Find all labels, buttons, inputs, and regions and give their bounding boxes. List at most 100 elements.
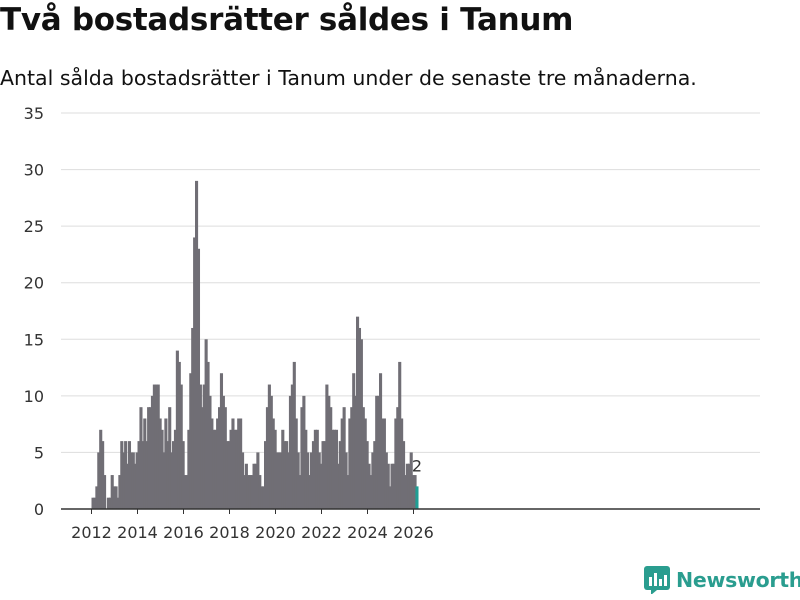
bar-16 — [122, 452, 126, 509]
bar-166 — [409, 452, 413, 509]
bar-131 — [342, 407, 346, 509]
bar-32 — [152, 384, 156, 509]
bar-123 — [327, 395, 331, 509]
bar-44 — [175, 350, 179, 509]
bar-137 — [354, 395, 358, 509]
bar-8 — [106, 497, 110, 509]
bar-9 — [108, 497, 112, 509]
bar-77 — [239, 418, 243, 509]
bar-53 — [193, 237, 197, 509]
bar-66 — [218, 407, 222, 509]
bar-124 — [329, 407, 333, 509]
bar-28 — [145, 441, 149, 509]
bar-109 — [300, 407, 304, 509]
bar-11 — [112, 486, 116, 509]
bar-84 — [252, 463, 256, 509]
bar-68 — [221, 395, 225, 509]
bar-80 — [244, 463, 248, 509]
bar-122 — [325, 384, 329, 509]
bar-5 — [101, 441, 105, 509]
bar-21 — [131, 452, 135, 509]
bar-65 — [216, 418, 220, 509]
bar-71 — [227, 441, 231, 509]
bar-79 — [242, 475, 247, 509]
bar-48 — [183, 475, 187, 509]
bar-46 — [179, 384, 183, 509]
bar-89 — [262, 486, 266, 509]
y-tick-label-5: 5 — [34, 443, 44, 462]
bar-128 — [336, 463, 340, 509]
bar-chart-logo-icon — [644, 566, 670, 594]
bar-148 — [375, 395, 379, 509]
bar-43 — [173, 429, 178, 509]
bar-59 — [204, 339, 208, 509]
bar-126 — [333, 429, 337, 509]
bar-6 — [103, 475, 107, 509]
bar-90 — [264, 441, 268, 509]
bar-78 — [241, 452, 245, 509]
bar-34 — [156, 384, 160, 509]
bar-113 — [308, 475, 312, 509]
bar-49 — [185, 475, 189, 509]
bar-36 — [160, 429, 164, 509]
bar-73 — [231, 418, 235, 509]
x-tick-label-2020: 2020 — [255, 523, 296, 542]
x-tick-label-2016: 2016 — [163, 523, 204, 542]
bar-2 — [95, 486, 99, 509]
bar-24 — [137, 441, 141, 509]
bar-146 — [371, 452, 375, 509]
bar-155 — [388, 486, 392, 509]
bar-13 — [116, 497, 120, 509]
bar-22 — [133, 463, 137, 509]
bar-132 — [344, 452, 348, 509]
bars — [91, 180, 419, 509]
bar-129 — [338, 441, 342, 509]
bar-76 — [237, 418, 241, 509]
bar-42 — [172, 441, 176, 509]
bar-101 — [285, 441, 289, 509]
bar-15 — [120, 441, 124, 509]
bar-133 — [346, 475, 350, 509]
bar-67 — [219, 373, 224, 509]
bar-142 — [363, 418, 367, 509]
bar-165 — [407, 463, 411, 509]
bar-134 — [348, 418, 352, 509]
bar-81 — [246, 475, 250, 509]
bar-154 — [386, 463, 390, 509]
bar-106 — [294, 418, 298, 509]
bar-75 — [235, 429, 239, 509]
bar-147 — [373, 441, 377, 509]
bar-33 — [154, 384, 158, 509]
bar-70 — [225, 441, 229, 509]
bar-47 — [181, 441, 185, 509]
x-tick-label-2024: 2024 — [347, 523, 388, 542]
bar-150 — [379, 373, 383, 509]
bar-120 — [321, 441, 325, 509]
bar-139 — [357, 327, 362, 509]
bar-58 — [202, 384, 206, 509]
bar-111 — [304, 429, 308, 509]
bar-26 — [141, 441, 145, 509]
annotations: 2 — [412, 456, 422, 475]
y-tick-label-0: 0 — [34, 500, 44, 519]
bar-103 — [288, 395, 293, 509]
chart-subtitle: Antal sålda bostadsrätter i Tanum under … — [0, 66, 697, 90]
y-tick-label-20: 20 — [24, 274, 44, 293]
bar-45 — [177, 361, 181, 509]
bar-12 — [114, 486, 118, 509]
bar-69 — [223, 407, 227, 509]
bar-31 — [150, 395, 155, 509]
chart-title: Två bostadsrätter såldes i Tanum — [0, 2, 574, 38]
bar-17 — [124, 441, 128, 509]
bar-144 — [367, 463, 371, 509]
bar-169 — [415, 486, 419, 509]
y-tick-label-35: 35 — [24, 104, 44, 123]
bar-135 — [350, 407, 354, 509]
bar-82 — [248, 475, 252, 509]
bar-102 — [287, 452, 291, 509]
bar-61 — [208, 395, 212, 509]
bar-62 — [210, 418, 214, 509]
bar-149 — [377, 395, 381, 509]
bar-87 — [258, 475, 262, 509]
